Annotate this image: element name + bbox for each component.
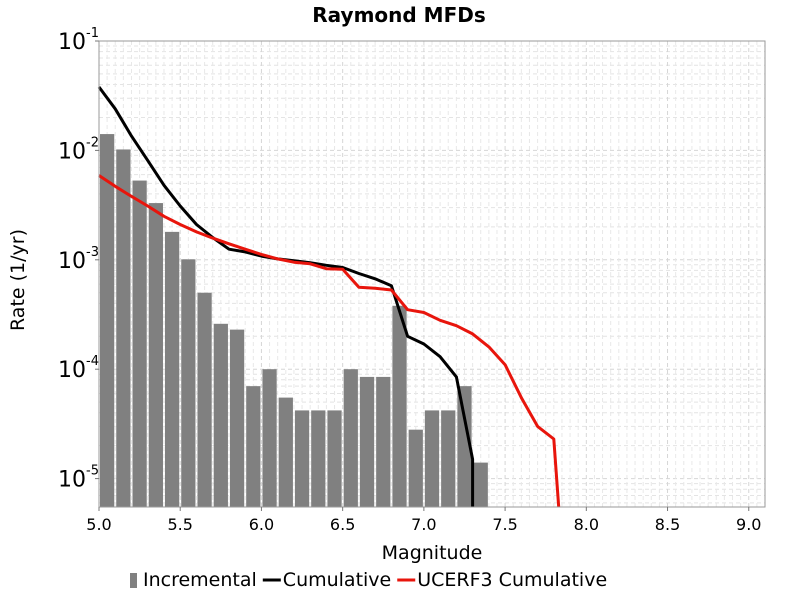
x-tick-label: 6.0	[249, 515, 274, 534]
incremental-bar	[457, 386, 472, 507]
incremental-bar	[376, 376, 391, 507]
y-tick-exponent: -4	[86, 354, 99, 369]
incremental-bar	[343, 369, 358, 507]
incremental-bars	[100, 134, 488, 508]
y-tick-exponent: -3	[86, 245, 99, 260]
incremental-bar	[181, 259, 196, 507]
x-tick-label: 6.5	[330, 515, 355, 534]
y-tick-label: 10	[58, 30, 86, 55]
y-tick-label: 10	[58, 139, 86, 164]
y-tick-label: 10	[58, 358, 86, 383]
incremental-bar	[311, 410, 326, 507]
x-tick-label: 8.5	[655, 515, 680, 534]
incremental-bar	[327, 410, 342, 507]
incremental-bar	[392, 305, 407, 507]
incremental-bar	[148, 203, 163, 508]
y-axis-ticks: 10-110-210-310-410-5	[58, 26, 99, 493]
incremental-bar	[246, 386, 261, 507]
incremental-bar	[278, 397, 293, 507]
y-tick-label: 10	[58, 249, 86, 274]
plot-frame	[98, 40, 766, 508]
x-tick-label: 9.0	[736, 515, 761, 534]
x-tick-label: 7.0	[411, 515, 436, 534]
incremental-bar	[229, 329, 245, 507]
x-tick-label: 5.5	[167, 515, 192, 534]
legend-label: UCERF3 Cumulative	[417, 569, 607, 591]
chart-title: Raymond MFDs	[312, 3, 486, 27]
incremental-bar	[408, 429, 423, 507]
incremental-bar	[441, 410, 456, 507]
legend-label: Cumulative	[283, 569, 391, 591]
legend: Incremental Cumulative UCERF3 Cumulative	[130, 569, 607, 591]
cumulative-lines	[97, 86, 561, 508]
x-axis-ticks: 5.0 5.5 6.0 6.5 7.0 7.5 8.0 8.5 9.0	[86, 507, 761, 534]
incremental-bar	[473, 462, 488, 507]
x-axis-label: Magnitude	[382, 542, 483, 564]
legend-label: Incremental	[143, 569, 257, 591]
y-tick-exponent: -1	[86, 26, 99, 41]
incremental-bar	[100, 134, 115, 507]
y-tick-exponent: -5	[86, 464, 99, 479]
x-tick-label: 7.5	[492, 515, 517, 534]
x-tick-label: 8.0	[574, 515, 599, 534]
ucerf3-cumulative-line	[98, 174, 561, 508]
incremental-bar	[359, 376, 375, 507]
y-tick-exponent: -2	[86, 135, 99, 150]
incremental-bar	[116, 149, 131, 507]
incremental-bar	[262, 369, 277, 507]
legend-swatch-incremental	[130, 573, 137, 588]
incremental-bar	[164, 231, 180, 508]
incremental-bar	[424, 410, 440, 507]
incremental-bar	[197, 292, 212, 507]
y-axis-label: Rate (1/yr)	[7, 229, 29, 331]
incremental-bar	[294, 410, 310, 507]
incremental-bar	[132, 180, 147, 507]
incremental-bar	[213, 323, 228, 507]
y-tick-label: 10	[58, 468, 86, 493]
x-tick-label: 5.0	[86, 515, 111, 534]
